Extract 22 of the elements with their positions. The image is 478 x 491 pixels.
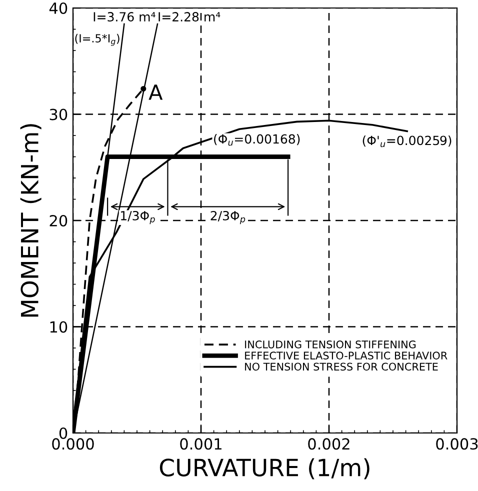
x-tick-label: 0.003: [436, 438, 478, 450]
series-label: I=2.28 m⁴: [158, 12, 220, 22]
annotation: 1/3Φ$_{p}$: [121, 210, 155, 224]
x-tick-label: 0.001: [180, 438, 222, 450]
x-tick-label: 0.000: [52, 438, 94, 450]
annotation: (Φ'$_{u}$=0.00259): [362, 136, 452, 148]
y-tick-label: 40: [49, 2, 68, 14]
annotation: (I=.5*I$_{g}$): [75, 34, 120, 46]
x-tick-label: 0.002: [308, 438, 350, 450]
y-tick-label: 10: [50, 321, 68, 333]
legend-label: INCLUDING TENSION STIFFENING: [245, 340, 416, 348]
y-tick-label: 30: [50, 108, 68, 120]
y-tick-label: 20: [50, 214, 68, 227]
legend-label: NO TENSION STRESS FOR CONCRETE: [245, 362, 438, 371]
legend-label: EFFECTIVE ELASTO-PLASTIC BEHAVIOR: [245, 352, 448, 360]
annotation: 2/3Φ$_{p}$: [210, 210, 246, 224]
x-axis-title: CURVATURE (1/m): [160, 458, 370, 480]
annotation: (Φ$_{u}$=0.00168): [214, 134, 300, 146]
series-label: I=3.76 m⁴: [94, 12, 156, 22]
y-axis-title: MOMENT (KN-m): [20, 124, 42, 317]
annotation: A: [148, 84, 163, 100]
y-tick-label: 0: [59, 427, 68, 440]
